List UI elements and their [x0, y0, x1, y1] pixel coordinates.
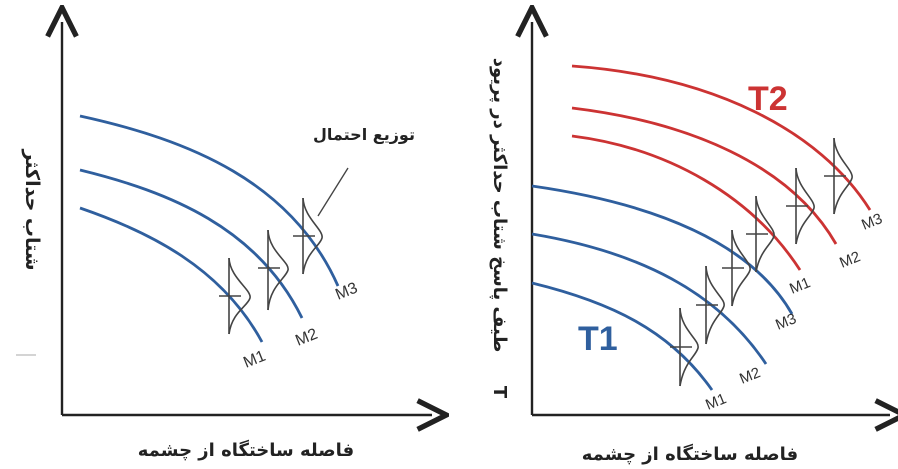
- right-panel: M1 M2 M3 M1 M2 M3 T1 T2 طیف پاسخ شتاب حد…: [489, 22, 890, 465]
- right-dist-5: [786, 167, 815, 245]
- right-blue-curve-m3: [531, 184, 794, 315]
- right-red-label-m3: M3: [859, 210, 885, 234]
- right-group-label-t1: T1: [578, 320, 618, 358]
- right-dist-4: [746, 195, 775, 273]
- left-dist-3: [293, 197, 323, 275]
- left-annotation: توزیع احتمال: [313, 125, 415, 144]
- right-blue-label-m1: M1: [703, 390, 729, 414]
- right-red-label-m1: M1: [787, 274, 813, 298]
- right-x-axis-label: فاصله ساختگاه از چشمه: [582, 443, 798, 465]
- right-group-label-t2: T2: [748, 80, 788, 118]
- right-blue-curve-m2: [531, 232, 768, 365]
- left-dist-2: [258, 229, 289, 311]
- right-red-label-m2: M2: [837, 248, 863, 272]
- left-curve-m1: [79, 206, 264, 343]
- right-dist-2: [696, 265, 725, 345]
- left-curve-m3: [79, 114, 340, 287]
- left-x-axis-label: فاصله ساختگاه از چشمه: [138, 439, 354, 461]
- right-blue-label-m2: M2: [737, 364, 763, 388]
- right-red-curve-m1: [571, 134, 802, 271]
- left-curve-m2: [79, 168, 304, 319]
- right-red-curve-m2: [571, 106, 838, 245]
- left-panel: M1 M2 M3 توزیع احتمال شتاب حداکثر فاصله …: [16, 22, 432, 461]
- left-dist-1: [219, 257, 251, 335]
- left-annotation-pointer: [317, 167, 349, 217]
- right-dist-3: [722, 229, 751, 307]
- right-y-axis-symbol: T: [489, 386, 510, 399]
- right-y-axis-label: طیف پاسخ شتاب حداکثر در پریود: [489, 58, 510, 353]
- left-y-axis-label: شتاب حداکثر: [21, 148, 43, 270]
- right-blue-curve-m1: [531, 281, 714, 391]
- right-blue-label-m3: M3: [773, 310, 799, 334]
- right-dist-1: [670, 307, 699, 387]
- right-dist-6: [824, 137, 853, 215]
- right-red-curve-m3: [571, 64, 872, 211]
- left-label-m1: M1: [241, 348, 268, 372]
- left-label-m2: M2: [293, 326, 320, 350]
